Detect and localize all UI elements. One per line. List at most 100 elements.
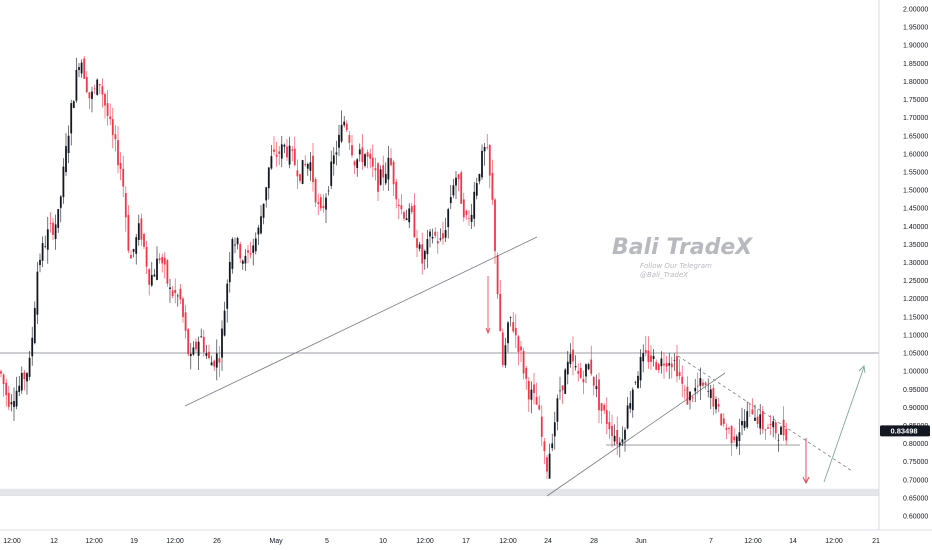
candle-body xyxy=(291,149,294,151)
watermark-title: Bali TradeX xyxy=(612,235,753,260)
candle-body xyxy=(618,442,621,446)
candle-body xyxy=(252,245,255,253)
candle-body xyxy=(114,134,117,140)
candle-body xyxy=(577,371,580,374)
candle-body xyxy=(468,218,470,219)
candle-body xyxy=(647,350,650,362)
candle-body xyxy=(676,356,678,377)
candle-body xyxy=(135,237,138,254)
y-tick-label: 1.20000 xyxy=(903,296,928,303)
y-tick-label: 1.80000 xyxy=(903,79,928,86)
trendline-rising-1 xyxy=(184,236,538,407)
y-tick-label: 1.45000 xyxy=(903,206,928,213)
x-tick-label: 12:00 xyxy=(166,538,184,545)
candle-body xyxy=(772,421,775,428)
candle-body xyxy=(52,222,54,235)
candle-body xyxy=(444,230,447,238)
candle-body xyxy=(254,238,257,252)
candle-body xyxy=(210,362,213,366)
candle-body xyxy=(400,205,403,210)
y-tick-label: 0.75000 xyxy=(903,459,928,466)
candle-body xyxy=(457,174,460,180)
candle-body xyxy=(184,312,187,331)
last-price-value: 0.83498 xyxy=(890,426,917,435)
candle-body xyxy=(231,239,234,269)
candle-body xyxy=(590,359,593,374)
candle-body xyxy=(31,337,34,357)
candle-body xyxy=(642,353,645,362)
candle-body xyxy=(512,322,515,332)
candle-body xyxy=(244,255,247,264)
candle-body xyxy=(361,147,364,163)
candle-body xyxy=(262,203,265,218)
candle-body xyxy=(395,181,398,200)
candle-body xyxy=(460,172,463,204)
candle-body xyxy=(249,253,252,255)
candle-body xyxy=(478,174,481,182)
descending-resistance-dashed xyxy=(677,355,853,472)
candle-body xyxy=(382,165,385,178)
candle-body xyxy=(694,387,697,392)
x-axis[interactable]: 12:00 12 12:00 19 12:00 26 May 5 10 12:00 17 12:00 2… xyxy=(3,538,880,545)
candle-body xyxy=(678,371,681,377)
candle-body xyxy=(301,160,304,184)
y-axis[interactable]: 0.600000.650000.700000.750000.800000.850… xyxy=(903,7,928,521)
candle-body xyxy=(236,237,239,245)
y-tick-label: 0.90000 xyxy=(903,405,928,412)
candle-body xyxy=(327,190,330,192)
candle-body xyxy=(748,404,751,405)
candle-body xyxy=(715,399,717,410)
candle-body xyxy=(109,116,112,120)
candle-body xyxy=(501,332,504,365)
y-tick-label: 0.70000 xyxy=(903,477,928,484)
candle-body xyxy=(127,215,130,251)
y-tick-label: 1.90000 xyxy=(903,43,928,50)
candle-body xyxy=(5,382,8,396)
candle-body xyxy=(59,196,62,208)
candle-body xyxy=(150,275,153,286)
candle-body xyxy=(353,161,356,166)
candle-body xyxy=(124,193,127,218)
y-tick-label: 1.00000 xyxy=(903,369,928,376)
small-down-arrowhead-1 xyxy=(485,327,491,335)
candle-body xyxy=(18,385,21,392)
candle-body xyxy=(78,67,80,71)
candle-body xyxy=(234,244,236,246)
candle-body xyxy=(338,134,340,148)
candle-body xyxy=(130,254,132,259)
candle-body xyxy=(218,358,221,363)
candle-body xyxy=(408,208,411,223)
candle-body xyxy=(392,161,395,185)
y-tick-label: 1.55000 xyxy=(903,169,928,176)
candle-body xyxy=(122,168,125,187)
candle-body xyxy=(239,244,242,259)
candle-body xyxy=(668,363,671,366)
candle-body xyxy=(608,422,611,430)
candle-body xyxy=(148,269,151,285)
candle-body xyxy=(187,329,190,355)
watermark-line-1: Follow Our Telegram xyxy=(640,262,712,270)
candle-body xyxy=(10,402,13,405)
candle-body xyxy=(655,362,658,370)
candle-body xyxy=(247,250,249,253)
candle-body xyxy=(574,366,577,368)
candle-body xyxy=(299,174,301,181)
candle-body xyxy=(36,271,39,315)
candle-body xyxy=(665,362,668,367)
candle-body xyxy=(44,246,47,248)
candle-body xyxy=(49,223,52,224)
candle-body xyxy=(101,86,104,95)
candle-body xyxy=(530,389,533,400)
x-tick-label: 19 xyxy=(130,538,138,545)
candle-body xyxy=(725,427,728,430)
candle-body xyxy=(644,350,647,353)
candle-body xyxy=(23,372,26,380)
candle-body xyxy=(20,372,23,391)
candle-body xyxy=(540,416,543,437)
candle-body xyxy=(241,260,244,264)
candle-body xyxy=(267,167,270,189)
candle-body xyxy=(733,436,736,441)
x-tick-label: 10 xyxy=(379,538,387,545)
